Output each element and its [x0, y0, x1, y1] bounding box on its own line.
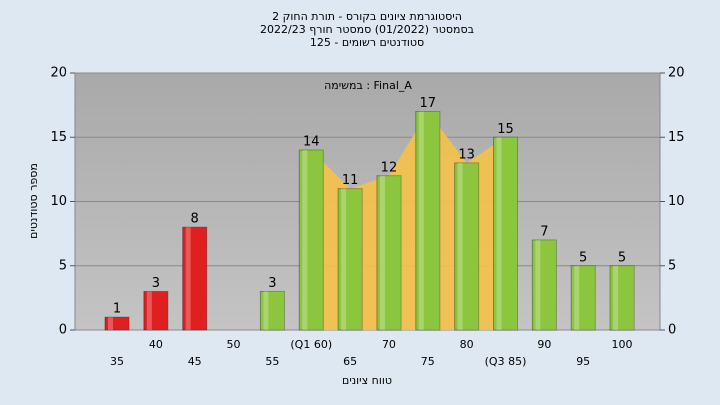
y-tick-label: 20: [50, 66, 67, 81]
bar-shade: [182, 227, 207, 330]
y-tick-label: 20: [668, 66, 685, 81]
x-axis-label: טווח ציונים: [342, 374, 392, 387]
bar-shade: [299, 150, 324, 330]
y-tick-label: 0: [59, 323, 67, 338]
bar-shade: [454, 162, 479, 330]
x-tick-label: 95: [576, 355, 590, 368]
data-label: 15: [497, 122, 514, 137]
data-label: 7: [540, 225, 548, 240]
data-label: 1: [113, 302, 121, 317]
data-label: 5: [579, 250, 587, 265]
y-tick-label: 0: [668, 323, 676, 338]
data-label: 17: [420, 96, 437, 111]
x-tick-label: (Q1 60): [290, 338, 332, 351]
x-tick-label: 35: [110, 355, 124, 368]
chart-subtitle: סטודנטים רשומים - 125: [310, 36, 424, 49]
chart-subtitle: בסמסטר (01/2022) סמסטר חורף 2022/23: [260, 23, 474, 36]
data-label: 3: [152, 276, 160, 291]
bar-shade: [260, 291, 285, 330]
x-tick-label: 65: [343, 355, 357, 368]
x-tick-label: 50: [227, 338, 241, 351]
x-tick-label: 70: [382, 338, 396, 351]
x-tick-label: 55: [265, 355, 279, 368]
bar-shade: [610, 265, 635, 330]
bar-highlight: [341, 188, 347, 330]
y-tick-label: 5: [668, 258, 676, 273]
bar-shade: [105, 317, 129, 330]
y-tick-label: 5: [59, 258, 67, 273]
annotation: במשימה : Final_A: [324, 79, 412, 92]
bar-highlight: [108, 317, 113, 330]
x-tick-label: 80: [460, 338, 474, 351]
data-label: 14: [303, 135, 320, 150]
bar-highlight: [457, 162, 463, 330]
chart-title: היסטוגרמת ציונים בקורס - תורת החוק 2: [272, 10, 462, 23]
bar-shade: [532, 240, 557, 330]
bar-highlight: [496, 137, 502, 330]
bar-highlight: [379, 175, 385, 330]
x-tick-label: 45: [188, 355, 202, 368]
titles: היסטוגרמת ציונים בקורס - תורת החוק 2 בסמ…: [260, 10, 474, 49]
y-tick-label: 15: [668, 130, 685, 145]
bar-shade: [415, 111, 440, 330]
x-tick-label: (Q3 85): [485, 355, 527, 368]
data-label: 5: [618, 250, 626, 265]
data-label: 3: [268, 276, 276, 291]
data-label: 12: [381, 160, 398, 175]
y-axis-label: מספר סטודנטים: [27, 163, 40, 239]
x-tick-label: 90: [537, 338, 551, 351]
data-label: 13: [458, 147, 475, 162]
bar-shade: [493, 137, 518, 330]
y-tick-label: 10: [50, 194, 67, 209]
x-tick-label: 75: [421, 355, 435, 368]
data-label: 11: [342, 173, 359, 188]
bar-shade: [338, 188, 363, 330]
y-tick-label: 15: [50, 130, 67, 145]
y-tick-label: 10: [668, 194, 685, 209]
bar-shade: [571, 265, 596, 330]
bar-highlight: [418, 111, 424, 330]
bar-highlight: [613, 265, 619, 330]
bar-shade: [143, 291, 168, 330]
bar-highlight: [574, 265, 580, 330]
data-label: 8: [191, 212, 199, 227]
bar-shade: [376, 175, 401, 330]
bar-highlight: [535, 240, 541, 330]
x-tick-label: 40: [149, 338, 163, 351]
bar-highlight: [146, 291, 152, 330]
bar-highlight: [302, 150, 308, 330]
bar-highlight: [263, 291, 269, 330]
x-tick-label: 100: [612, 338, 633, 351]
bar-highlight: [185, 227, 191, 330]
